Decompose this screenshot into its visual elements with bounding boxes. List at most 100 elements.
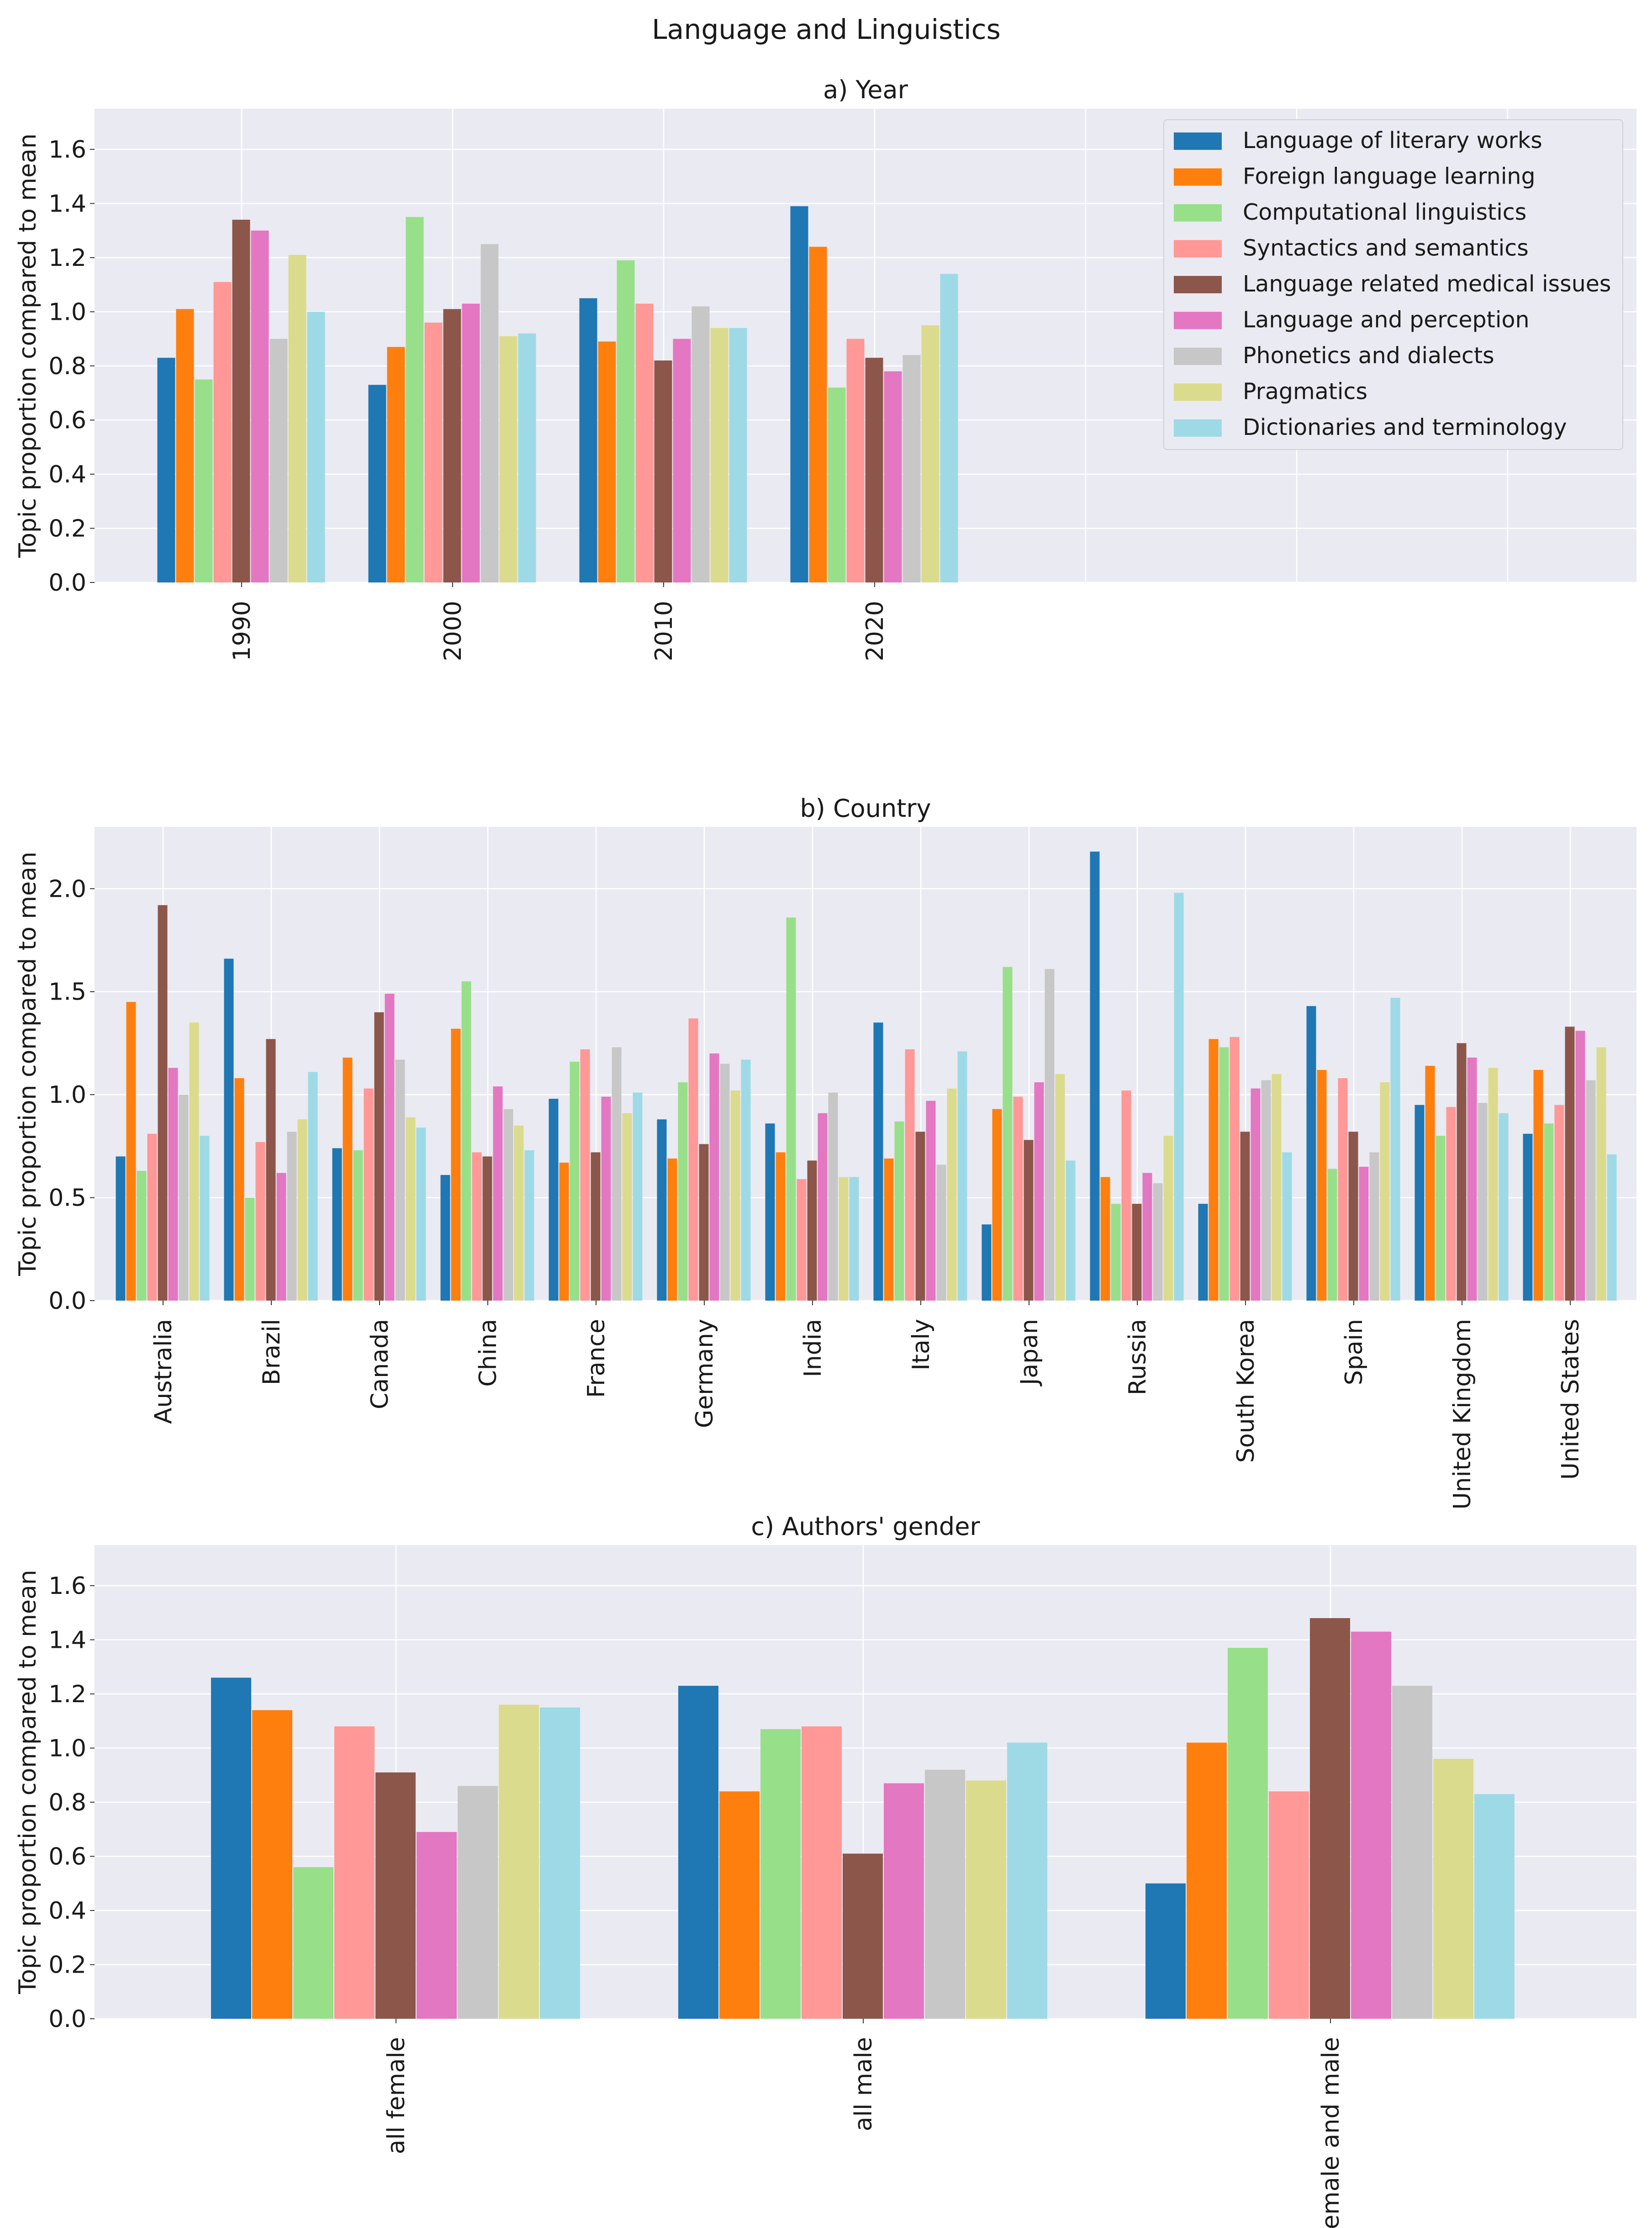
x-tick-label: Brazil [258, 1319, 285, 1385]
x-tick-label: 2010 [650, 601, 678, 661]
bar-dictionaries-and-terminology-canada [416, 1127, 426, 1301]
bar-phonetics-and-dialects-canada [395, 1059, 405, 1301]
bar-computational-linguistics-united-kingdom [1436, 1136, 1446, 1301]
y-tick-label: 0.2 [48, 1951, 86, 1979]
bar-computational-linguistics-india [786, 917, 796, 1301]
bar-language-and-perception-female-and-male [1351, 1631, 1391, 2019]
bar-language-and-perception-2000 [462, 303, 480, 582]
legend-item: Phonetics and dialects [1174, 343, 1494, 369]
legend-item: Dictionaries and terminology [1174, 414, 1567, 440]
bar-language-of-literary-works-france [549, 1099, 559, 1301]
panel-title: b) Country [800, 794, 931, 823]
bar-dictionaries-and-terminology-1990 [307, 312, 325, 582]
bar-pragmatics-all-female [499, 1704, 539, 2019]
bar-syntactics-and-semantics-australia [147, 1133, 157, 1301]
bar-phonetics-and-dialects-1990 [269, 339, 288, 582]
x-tick-label: Australia [150, 1319, 177, 1424]
bar-syntactics-and-semantics-all-female [334, 1726, 375, 2019]
bar-language-and-perception-all-female [417, 1832, 457, 2019]
bar-phonetics-and-dialects-2020 [903, 355, 921, 582]
bar-foreign-language-learning-2010 [598, 341, 616, 582]
bar-language-and-perception-canada [385, 994, 395, 1301]
x-tick-label: France [583, 1319, 610, 1398]
bar-computational-linguistics-all-male [760, 1729, 801, 2019]
bar-dictionaries-and-terminology-2000 [518, 333, 536, 582]
legend-item: Language related medical issues [1174, 271, 1611, 297]
x-tick-label: China [475, 1319, 502, 1387]
bar-foreign-language-learning-china [451, 1028, 461, 1301]
legend-item: Language and perception [1174, 307, 1530, 333]
bar-pragmatics-1990 [288, 254, 306, 582]
legend-swatch [1174, 132, 1222, 150]
bar-language-related-medical-issues-all-male [843, 1853, 883, 2019]
bar-language-of-literary-works-all-female [211, 1678, 251, 2019]
bar-language-of-literary-works-china [440, 1175, 450, 1301]
bar-foreign-language-learning-france [559, 1162, 569, 1301]
bar-phonetics-and-dialects-japan [1045, 969, 1055, 1301]
bar-syntactics-and-semantics-canada [364, 1088, 374, 1301]
bar-computational-linguistics-2020 [828, 387, 846, 582]
panel-2: 0.0 0.5 1.0 1.5 2.0 Australia Brazil Canada Chin… [14, 794, 1636, 1509]
bar-language-related-medical-issues-spain [1348, 1132, 1358, 1301]
bar-language-related-medical-issues-india [807, 1160, 817, 1301]
bar-phonetics-and-dialects-australia [179, 1095, 189, 1301]
bar-language-and-perception-2010 [673, 339, 691, 582]
bar-foreign-language-learning-female-and-male [1187, 1742, 1227, 2019]
x-tick-label: Japan [1016, 1319, 1043, 1387]
bar-language-of-literary-works-italy [873, 1022, 883, 1301]
bar-syntactics-and-semantics-russia [1121, 1090, 1131, 1301]
bar-foreign-language-learning-brazil [234, 1078, 244, 1301]
bar-dictionaries-and-terminology-brazil [308, 1072, 318, 1301]
y-axis-label: Topic proportion compared to mean [14, 133, 42, 558]
bar-pragmatics-brazil [297, 1119, 307, 1301]
legend-item: Syntactics and semantics [1174, 235, 1529, 261]
bar-computational-linguistics-brazil [245, 1197, 255, 1301]
bar-syntactics-and-semantics-2000 [424, 323, 443, 582]
bar-phonetics-and-dialects-france [612, 1047, 622, 1301]
bar-dictionaries-and-terminology-russia [1174, 893, 1184, 1301]
bar-pragmatics-spain [1380, 1082, 1390, 1301]
bar-foreign-language-learning-india [776, 1152, 786, 1301]
bar-language-of-literary-works-1990 [157, 358, 175, 582]
bar-language-and-perception-brazil [276, 1173, 286, 1301]
bar-language-of-literary-works-japan [982, 1224, 992, 1301]
bar-phonetics-and-dialects-united-states [1586, 1080, 1596, 1301]
legend-item: Language of literary works [1174, 127, 1542, 153]
bar-syntactics-and-semantics-2020 [846, 339, 865, 582]
legend-label: Foreign language learning [1243, 164, 1536, 190]
bar-dictionaries-and-terminology-india [849, 1177, 859, 1301]
bar-computational-linguistics-canada [353, 1150, 363, 1301]
y-axis-label: Topic proportion compared to mean [14, 1570, 42, 1995]
legend-label: Language of literary works [1243, 127, 1542, 153]
bar-syntactics-and-semantics-2010 [635, 303, 654, 582]
bar-syntactics-and-semantics-brazil [255, 1142, 265, 1301]
x-tick-label: Spain [1341, 1319, 1368, 1385]
bar-foreign-language-learning-germany [667, 1158, 677, 1301]
y-tick-label: 2.0 [48, 875, 86, 903]
bar-language-of-literary-works-united-kingdom [1414, 1105, 1425, 1301]
bar-pragmatics-australia [189, 1022, 199, 1301]
bar-language-related-medical-issues-united-kingdom [1457, 1043, 1467, 1301]
y-tick-label: 1.6 [48, 136, 86, 164]
legend-frame [1163, 119, 1623, 450]
x-tick-label: South Korea [1232, 1319, 1260, 1463]
bar-language-related-medical-issues-italy [915, 1132, 925, 1301]
legend: Language of literary works Foreign langua… [1163, 119, 1623, 450]
bar-language-related-medical-issues-2020 [865, 358, 883, 582]
bar-language-of-literary-works-australia [116, 1156, 126, 1301]
bar-foreign-language-learning-all-female [252, 1710, 292, 2019]
bar-foreign-language-learning-1990 [176, 309, 194, 582]
bar-phonetics-and-dialects-female-and-male [1392, 1686, 1432, 2019]
bar-language-of-literary-works-germany [657, 1119, 667, 1301]
bar-phonetics-and-dialects-china [503, 1109, 513, 1301]
x-tick-label: Germany [691, 1319, 718, 1428]
bar-computational-linguistics-italy [894, 1121, 904, 1301]
y-tick-label: 0.5 [48, 1185, 86, 1212]
bar-language-related-medical-issues-australia [158, 905, 168, 1301]
bar-pragmatics-female-and-male [1433, 1759, 1473, 2019]
bar-pragmatics-2000 [499, 336, 517, 582]
x-tick-label: Canada [366, 1319, 394, 1409]
bar-pragmatics-south-korea [1272, 1074, 1282, 1301]
bar-pragmatics-united-kingdom [1488, 1068, 1498, 1301]
